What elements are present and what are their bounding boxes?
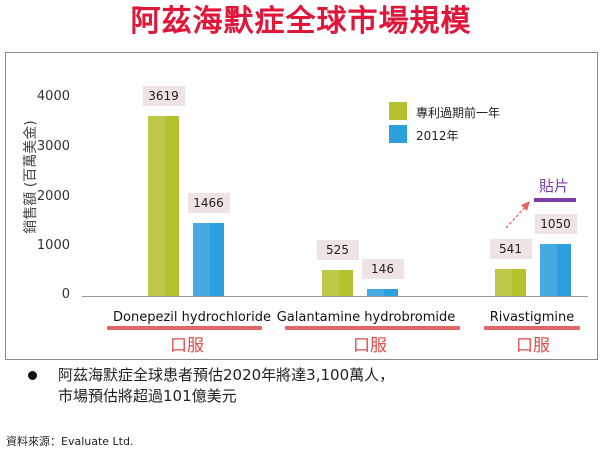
bar-donepezil-pre-expiry (148, 115, 179, 296)
legend-swatch-pre-expiry (389, 102, 407, 120)
y-tick-label: 0 (61, 287, 70, 302)
bar-galantamine-pre-expiry (322, 269, 353, 296)
bar-rivastigmine-pre-expiry (495, 269, 526, 296)
bar-donepezil-2012 (193, 223, 224, 296)
legend-label-pre-expiry: 專利過期前一年 (416, 106, 501, 120)
source-citation: 資料來源：Evaluate Ltd. (6, 435, 134, 448)
data-label: 541 (489, 239, 532, 260)
note-line: 市場預估將超過101億美元 (58, 387, 237, 405)
bullet-icon (28, 371, 37, 380)
patch-annotation-bar (534, 198, 576, 202)
category-label-rivastigmine: Rivastigmine (489, 310, 575, 325)
data-label: 146 (361, 258, 404, 279)
legend-swatch-2012 (389, 125, 407, 143)
data-label: 1466 (187, 193, 230, 214)
category-underline (484, 326, 580, 330)
y-tick-label: 3000 (36, 139, 70, 154)
category-label-donepezil: Donepezil hydrochloride (113, 310, 271, 325)
route-label: 口服 (516, 336, 550, 356)
chart-frame (5, 52, 598, 360)
y-tick-label: 2000 (36, 189, 70, 204)
bar-galantamine-2012 (367, 288, 398, 296)
x-axis-line (82, 296, 588, 297)
patch-annotation-label: 貼片 (539, 177, 570, 195)
route-label: 口服 (170, 336, 204, 356)
legend-label-2012: 2012年 (416, 129, 459, 143)
category-label-galantamine: Galantamine hydrobromide (276, 310, 456, 325)
page-title: 阿茲海默症全球市場規模 (130, 4, 472, 39)
category-underline (285, 326, 460, 330)
category-underline (107, 326, 262, 330)
data-label: 1050 (534, 213, 577, 234)
note-line: 阿茲海默症全球患者預估2020年將達3,100萬人， (58, 366, 395, 384)
route-label: 口服 (353, 336, 387, 356)
bar-rivastigmine-2012 (540, 243, 571, 296)
y-tick-label: 4000 (36, 89, 70, 104)
y-tick-label: 1000 (36, 238, 70, 253)
data-label: 3619 (142, 85, 185, 106)
data-label: 525 (316, 239, 359, 260)
